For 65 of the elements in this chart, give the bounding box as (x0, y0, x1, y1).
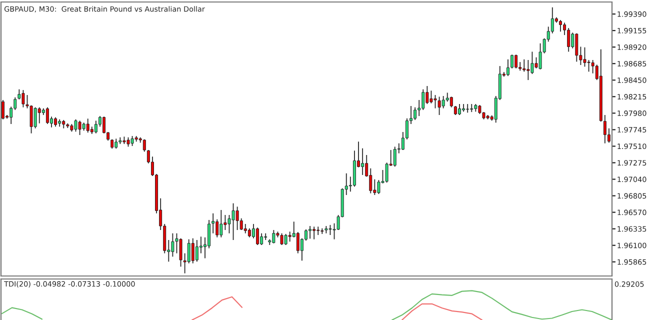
candlestick (228, 214, 231, 234)
candlestick (296, 232, 300, 254)
candlestick (22, 90, 25, 108)
candlestick (114, 138, 118, 150)
candlestick (373, 178, 376, 196)
candlestick (312, 226, 316, 240)
candlestick (220, 209, 223, 238)
candlestick (510, 54, 514, 69)
candlestick (583, 46, 586, 68)
candlestick (506, 58, 510, 77)
candlestick (86, 118, 90, 134)
candlestick (142, 138, 146, 152)
candlestick (126, 136, 130, 148)
candlestick (260, 232, 264, 246)
candlestick (361, 148, 364, 176)
candlestick (208, 219, 211, 249)
candlestick (216, 218, 219, 238)
candlestick (422, 88, 425, 110)
candlestick (256, 227, 260, 246)
candlestick (530, 51, 534, 74)
candlestick (442, 96, 445, 109)
candlestick (34, 106, 37, 129)
candlestick (38, 106, 41, 124)
candlestick (426, 86, 429, 105)
candlestick (558, 20, 562, 32)
candlestick (244, 223, 247, 234)
candlestick (434, 94, 437, 109)
candlestick (450, 96, 453, 108)
candlestick (195, 240, 198, 262)
candlestick (538, 42, 542, 70)
candlestick (308, 226, 312, 240)
candlestick (54, 116, 58, 128)
candlestick (603, 114, 606, 144)
candlestick (284, 233, 288, 246)
candlestick (575, 32, 578, 62)
candlestick (470, 104, 474, 113)
candlestick (232, 202, 235, 240)
candlestick (78, 120, 82, 136)
candlestick (526, 60, 530, 81)
candlestick (179, 238, 182, 268)
candlestick (74, 118, 78, 132)
candlestick (46, 106, 49, 124)
candlestick (171, 232, 174, 258)
candlestick (212, 212, 215, 234)
candlestick (187, 238, 190, 264)
candlestick (438, 96, 441, 116)
candlestick (30, 104, 33, 134)
candlestick (414, 106, 417, 120)
candlestick (393, 146, 396, 168)
candlestick (130, 136, 134, 146)
candlestick (328, 224, 332, 236)
candlestick (272, 230, 276, 244)
candlestick (458, 104, 461, 116)
candlestick (280, 232, 284, 246)
candlestick (377, 180, 380, 195)
candlestick (430, 90, 433, 104)
candlestick (385, 162, 388, 184)
candlestick (522, 58, 526, 72)
candlestick (288, 231, 292, 242)
candlestick (567, 28, 570, 52)
candlestick (191, 238, 194, 264)
candlestick (94, 120, 98, 134)
candlestick (514, 54, 518, 69)
candlestick (2, 100, 5, 120)
candlestick (587, 60, 590, 72)
